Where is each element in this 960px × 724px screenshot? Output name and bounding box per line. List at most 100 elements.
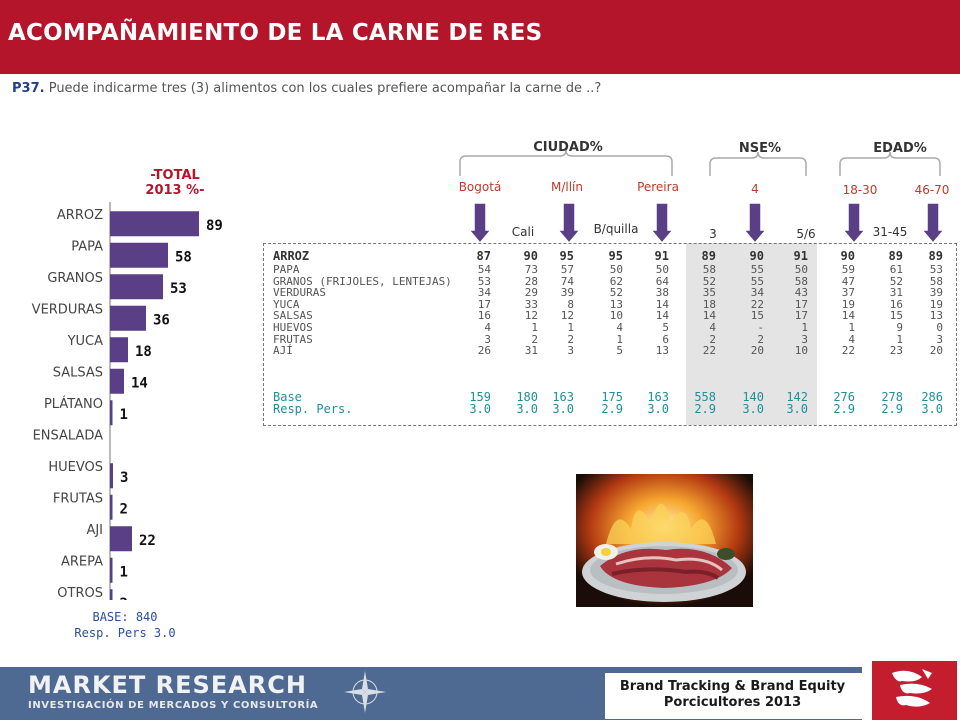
table-cell: 6 xyxy=(662,332,669,346)
footer-brand: Brand Tracking & Brand Equity Porciculto… xyxy=(605,679,860,711)
grilled-meat-photo xyxy=(576,474,753,607)
bar-value-label: 2 xyxy=(120,501,128,517)
table-cell: 58 xyxy=(929,274,943,288)
page-title: ACOMPAÑAMIENTO DE LA CARNE DE RES xyxy=(8,20,543,46)
table-cell: 1 xyxy=(567,321,574,334)
table-cell: 35 xyxy=(702,286,716,300)
table-cell: 0 xyxy=(936,321,943,334)
table-cell: 175 xyxy=(601,390,623,404)
table-cell: 22 xyxy=(841,344,855,358)
row-label: YUCA xyxy=(273,297,300,311)
bar xyxy=(110,211,199,237)
bar xyxy=(110,368,124,394)
category-label: AJI xyxy=(86,523,103,538)
group-title-nse: NSE% xyxy=(738,141,782,156)
table-cell: 19 xyxy=(841,297,855,311)
header-band: ACOMPAÑAMIENTO DE LA CARNE DE RES xyxy=(0,0,960,74)
table-cell: 20 xyxy=(750,344,764,358)
table-cell: 3.0 xyxy=(786,402,808,416)
table-cell: 286 xyxy=(921,390,943,404)
bar-value-label: 58 xyxy=(175,249,192,265)
table-cell: 14 xyxy=(655,309,669,323)
bar-value-label: 89 xyxy=(206,218,223,234)
base-note: BASE: 840 Resp. Pers 3.0 xyxy=(60,609,190,641)
row-label: VERDURAS xyxy=(273,286,326,300)
table-row: FRUTAS 3 2 2 1 6 2 2 3 4 1 3 xyxy=(273,334,949,345)
table-cell: 4 xyxy=(709,321,716,334)
table-cell: 14 xyxy=(841,309,855,323)
table-cell: 53 xyxy=(929,263,943,276)
bar-value-label: 3 xyxy=(120,470,128,486)
table-cell: 73 xyxy=(524,263,538,276)
table-cell: 2.9 xyxy=(601,402,623,416)
total-label: -TOTAL 2013 %- xyxy=(120,168,230,198)
col-header-31-45: 31-45 xyxy=(872,225,908,239)
bar xyxy=(110,463,113,489)
table-cell: 14 xyxy=(702,309,716,323)
table-cell: 55 xyxy=(750,263,764,276)
category-label: VERDURAS xyxy=(32,302,103,317)
table-cell: 91 xyxy=(654,249,669,263)
bar xyxy=(110,274,163,300)
table-cell: 1 xyxy=(801,321,808,334)
table-cell: 163 xyxy=(552,390,574,404)
total-bar-chart: ARROZ 89 PAPA 58 GRANOS 53 VERDURAS 36 YUCA 18 SAL… xyxy=(32,202,223,600)
bar-value-label: 1 xyxy=(120,564,128,580)
col-header-46-70: 46-70 xyxy=(914,183,950,197)
crosstab-table xyxy=(263,243,957,426)
category-label: PLÁTANO xyxy=(44,396,103,412)
table-cell: 13 xyxy=(655,344,669,358)
table-cell: 50 xyxy=(609,263,623,276)
table-cell: 3 xyxy=(801,332,808,346)
table-cell: 180 xyxy=(516,390,538,404)
category-label: FRUTAS xyxy=(53,491,103,506)
bar xyxy=(110,305,146,331)
table-cell: 3.0 xyxy=(552,402,574,416)
bar xyxy=(110,526,132,552)
row-label: AJÍ xyxy=(273,344,293,358)
table-cell: 558 xyxy=(694,390,716,404)
col-header-bogota: Bogotá xyxy=(458,180,502,194)
table-cell: 28 xyxy=(524,274,538,288)
bar xyxy=(110,242,168,268)
footer-brand-line2: Porcicultores 2013 xyxy=(663,695,802,710)
table-cell: 52 xyxy=(702,274,716,288)
row-label: PAPA xyxy=(273,263,300,276)
category-label: YUCA xyxy=(67,334,104,349)
row-label: ARROZ xyxy=(273,249,310,263)
table-cell: 3.0 xyxy=(647,402,669,416)
footer-brand-panel xyxy=(605,673,863,719)
footer-brand-line1: Brand Tracking & Brand Equity xyxy=(619,679,846,694)
group-title-edad: EDAD% xyxy=(873,141,927,156)
table-cell: 37 xyxy=(841,286,855,300)
col-header-cali: Cali xyxy=(511,225,535,239)
table-cell: 91 xyxy=(793,249,808,263)
row-label: FRUTAS xyxy=(273,332,313,346)
bar-value-label: 22 xyxy=(139,533,156,549)
table-cell: 3.0 xyxy=(921,402,943,416)
table-cell: 2.9 xyxy=(833,402,855,416)
table-cell: 4 xyxy=(848,332,855,346)
table-cell: 34 xyxy=(477,286,491,300)
table-cell: 89 xyxy=(888,249,903,263)
table-cell: 90 xyxy=(749,249,764,263)
table-cell: 23 xyxy=(889,344,903,358)
table-cell: 38 xyxy=(655,286,669,300)
table-cell: 10 xyxy=(609,309,623,323)
table-cell: 26 xyxy=(477,344,491,358)
table-row: SALSAS 16 12 12 10 14 14 15 17 14 15 13 xyxy=(273,310,949,321)
bar xyxy=(110,589,113,600)
row-label: SALSAS xyxy=(273,309,313,323)
table-cell: 89 xyxy=(701,249,716,263)
table-row: Base 159 180 163 175 163 558 140 142 276 278 286 xyxy=(273,390,949,404)
table-cell: 4 xyxy=(616,321,623,334)
table-row: GRANOS (FRIJOLES, LENTEJAS) 53 28 74 62 64 52 5… xyxy=(273,276,949,287)
table-cell: 58 xyxy=(794,274,808,288)
table-cell: 4 xyxy=(484,321,491,334)
category-label: GRANOS xyxy=(47,271,103,286)
table-cell: 278 xyxy=(881,390,903,404)
category-label: ARROZ xyxy=(57,208,103,223)
table-cell: 14 xyxy=(655,297,669,311)
row-label: HUEVOS xyxy=(273,321,313,334)
table-cell: 18 xyxy=(702,297,716,311)
